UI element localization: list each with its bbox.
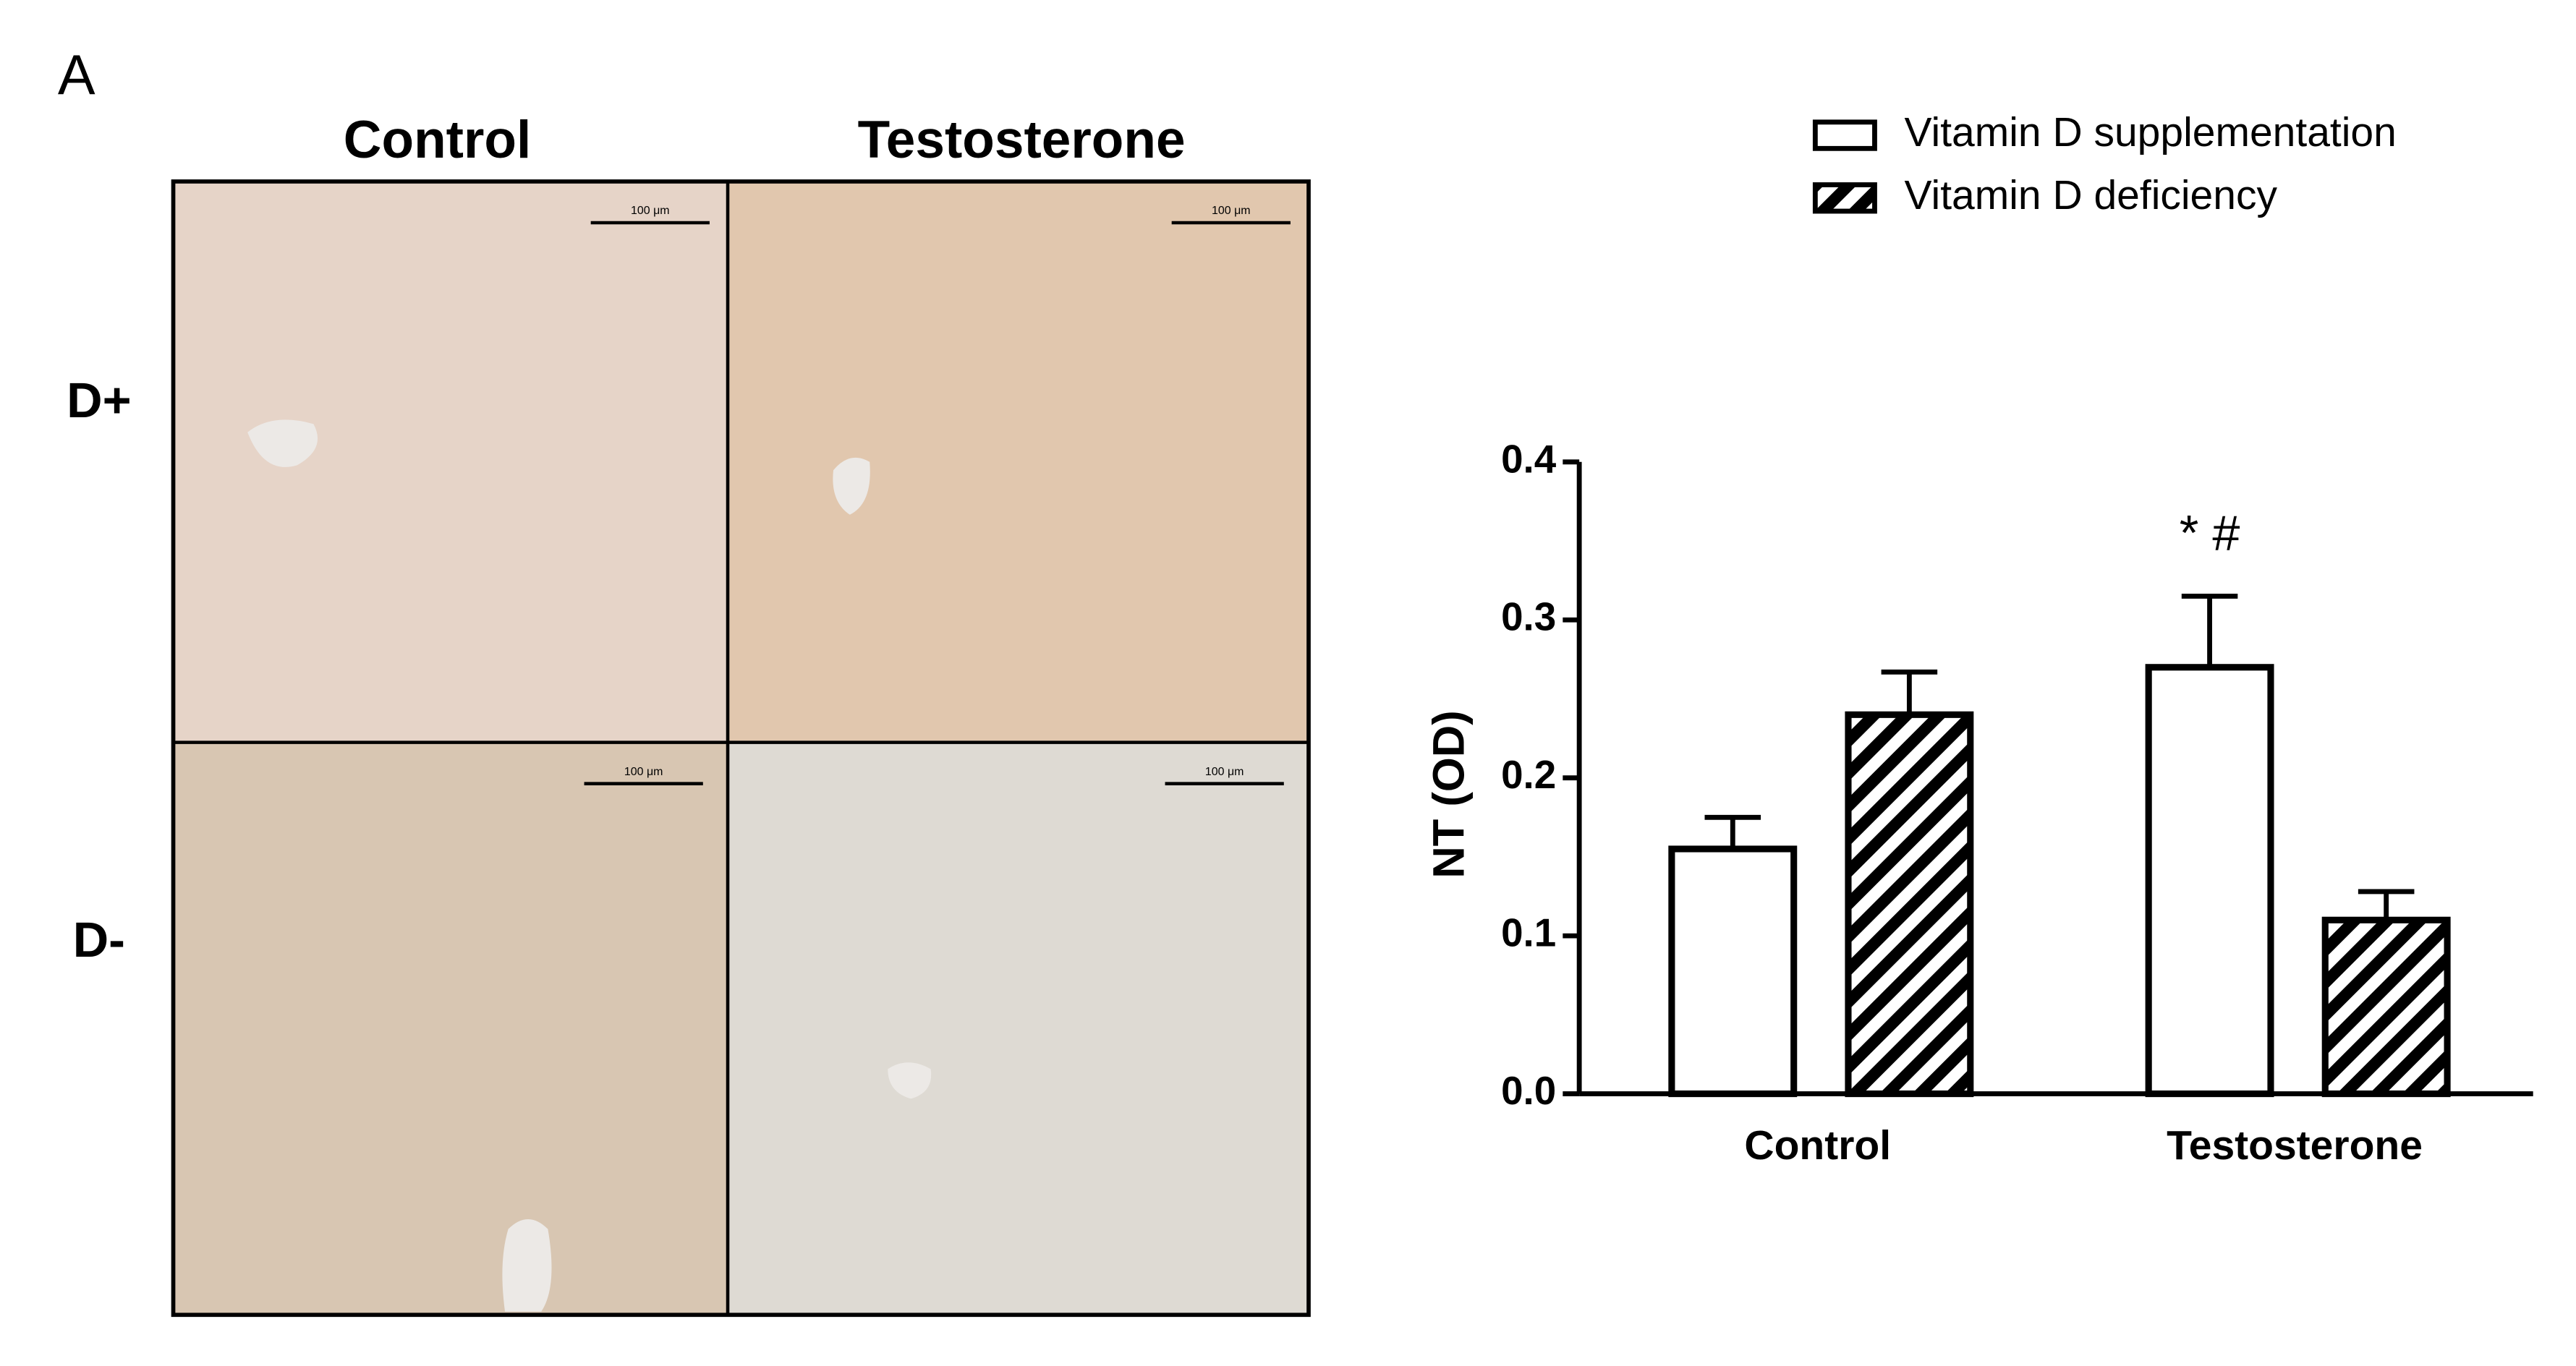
row-label: D+ xyxy=(67,372,131,428)
legend-label: Vitamin D deficiency xyxy=(1905,172,2278,218)
panel-label: A xyxy=(58,44,95,106)
y-tick-label: 0.2 xyxy=(1501,752,1556,797)
bar xyxy=(1668,845,1798,1098)
micrograph xyxy=(173,181,728,743)
frame xyxy=(171,179,1311,1318)
bar xyxy=(2321,916,2451,1098)
bar xyxy=(1845,711,1974,1098)
x-tick-label: Control xyxy=(1744,1122,1891,1169)
scale-bar-label: 100 μm xyxy=(1212,205,1251,217)
annotation: * # xyxy=(2180,505,2240,560)
y-tick-label: 0.1 xyxy=(1501,910,1556,955)
scale-bar-label: 100 μm xyxy=(1205,766,1244,778)
vein xyxy=(247,419,318,467)
y-axis-label: NT (OD) xyxy=(1424,710,1474,879)
vein xyxy=(833,457,870,515)
column-label: Testosterone xyxy=(858,111,1186,169)
row-label: D- xyxy=(73,912,125,968)
micrograph xyxy=(173,742,728,1315)
vein xyxy=(502,1218,552,1312)
legend-label: Vitamin D supplementation xyxy=(1905,109,2397,155)
micrograph-grid: 100 μm 100 μm 100 μm 100 μm xyxy=(171,179,1311,1318)
legend-swatch xyxy=(1812,119,1877,151)
scale-bar-label: 100 μm xyxy=(631,205,670,217)
bar-chart: 0.0 0.1 0.2 0.3 0.4 NT (OD) Vitamin D suppleme… xyxy=(1424,109,2533,1169)
micrograph xyxy=(728,742,1309,1315)
y-tick-label: 0.4 xyxy=(1501,436,1557,481)
y-tick-label: 0.0 xyxy=(1501,1068,1556,1113)
x-tick-label: Testosterone xyxy=(2167,1122,2423,1169)
legend-swatch xyxy=(1812,182,1877,214)
column-label: Control xyxy=(344,111,531,169)
micrograph xyxy=(728,181,1309,743)
vein xyxy=(888,1062,932,1099)
scale-bar-label: 100 μm xyxy=(624,766,663,778)
bar xyxy=(2145,664,2274,1098)
y-tick-label: 0.3 xyxy=(1501,594,1556,639)
